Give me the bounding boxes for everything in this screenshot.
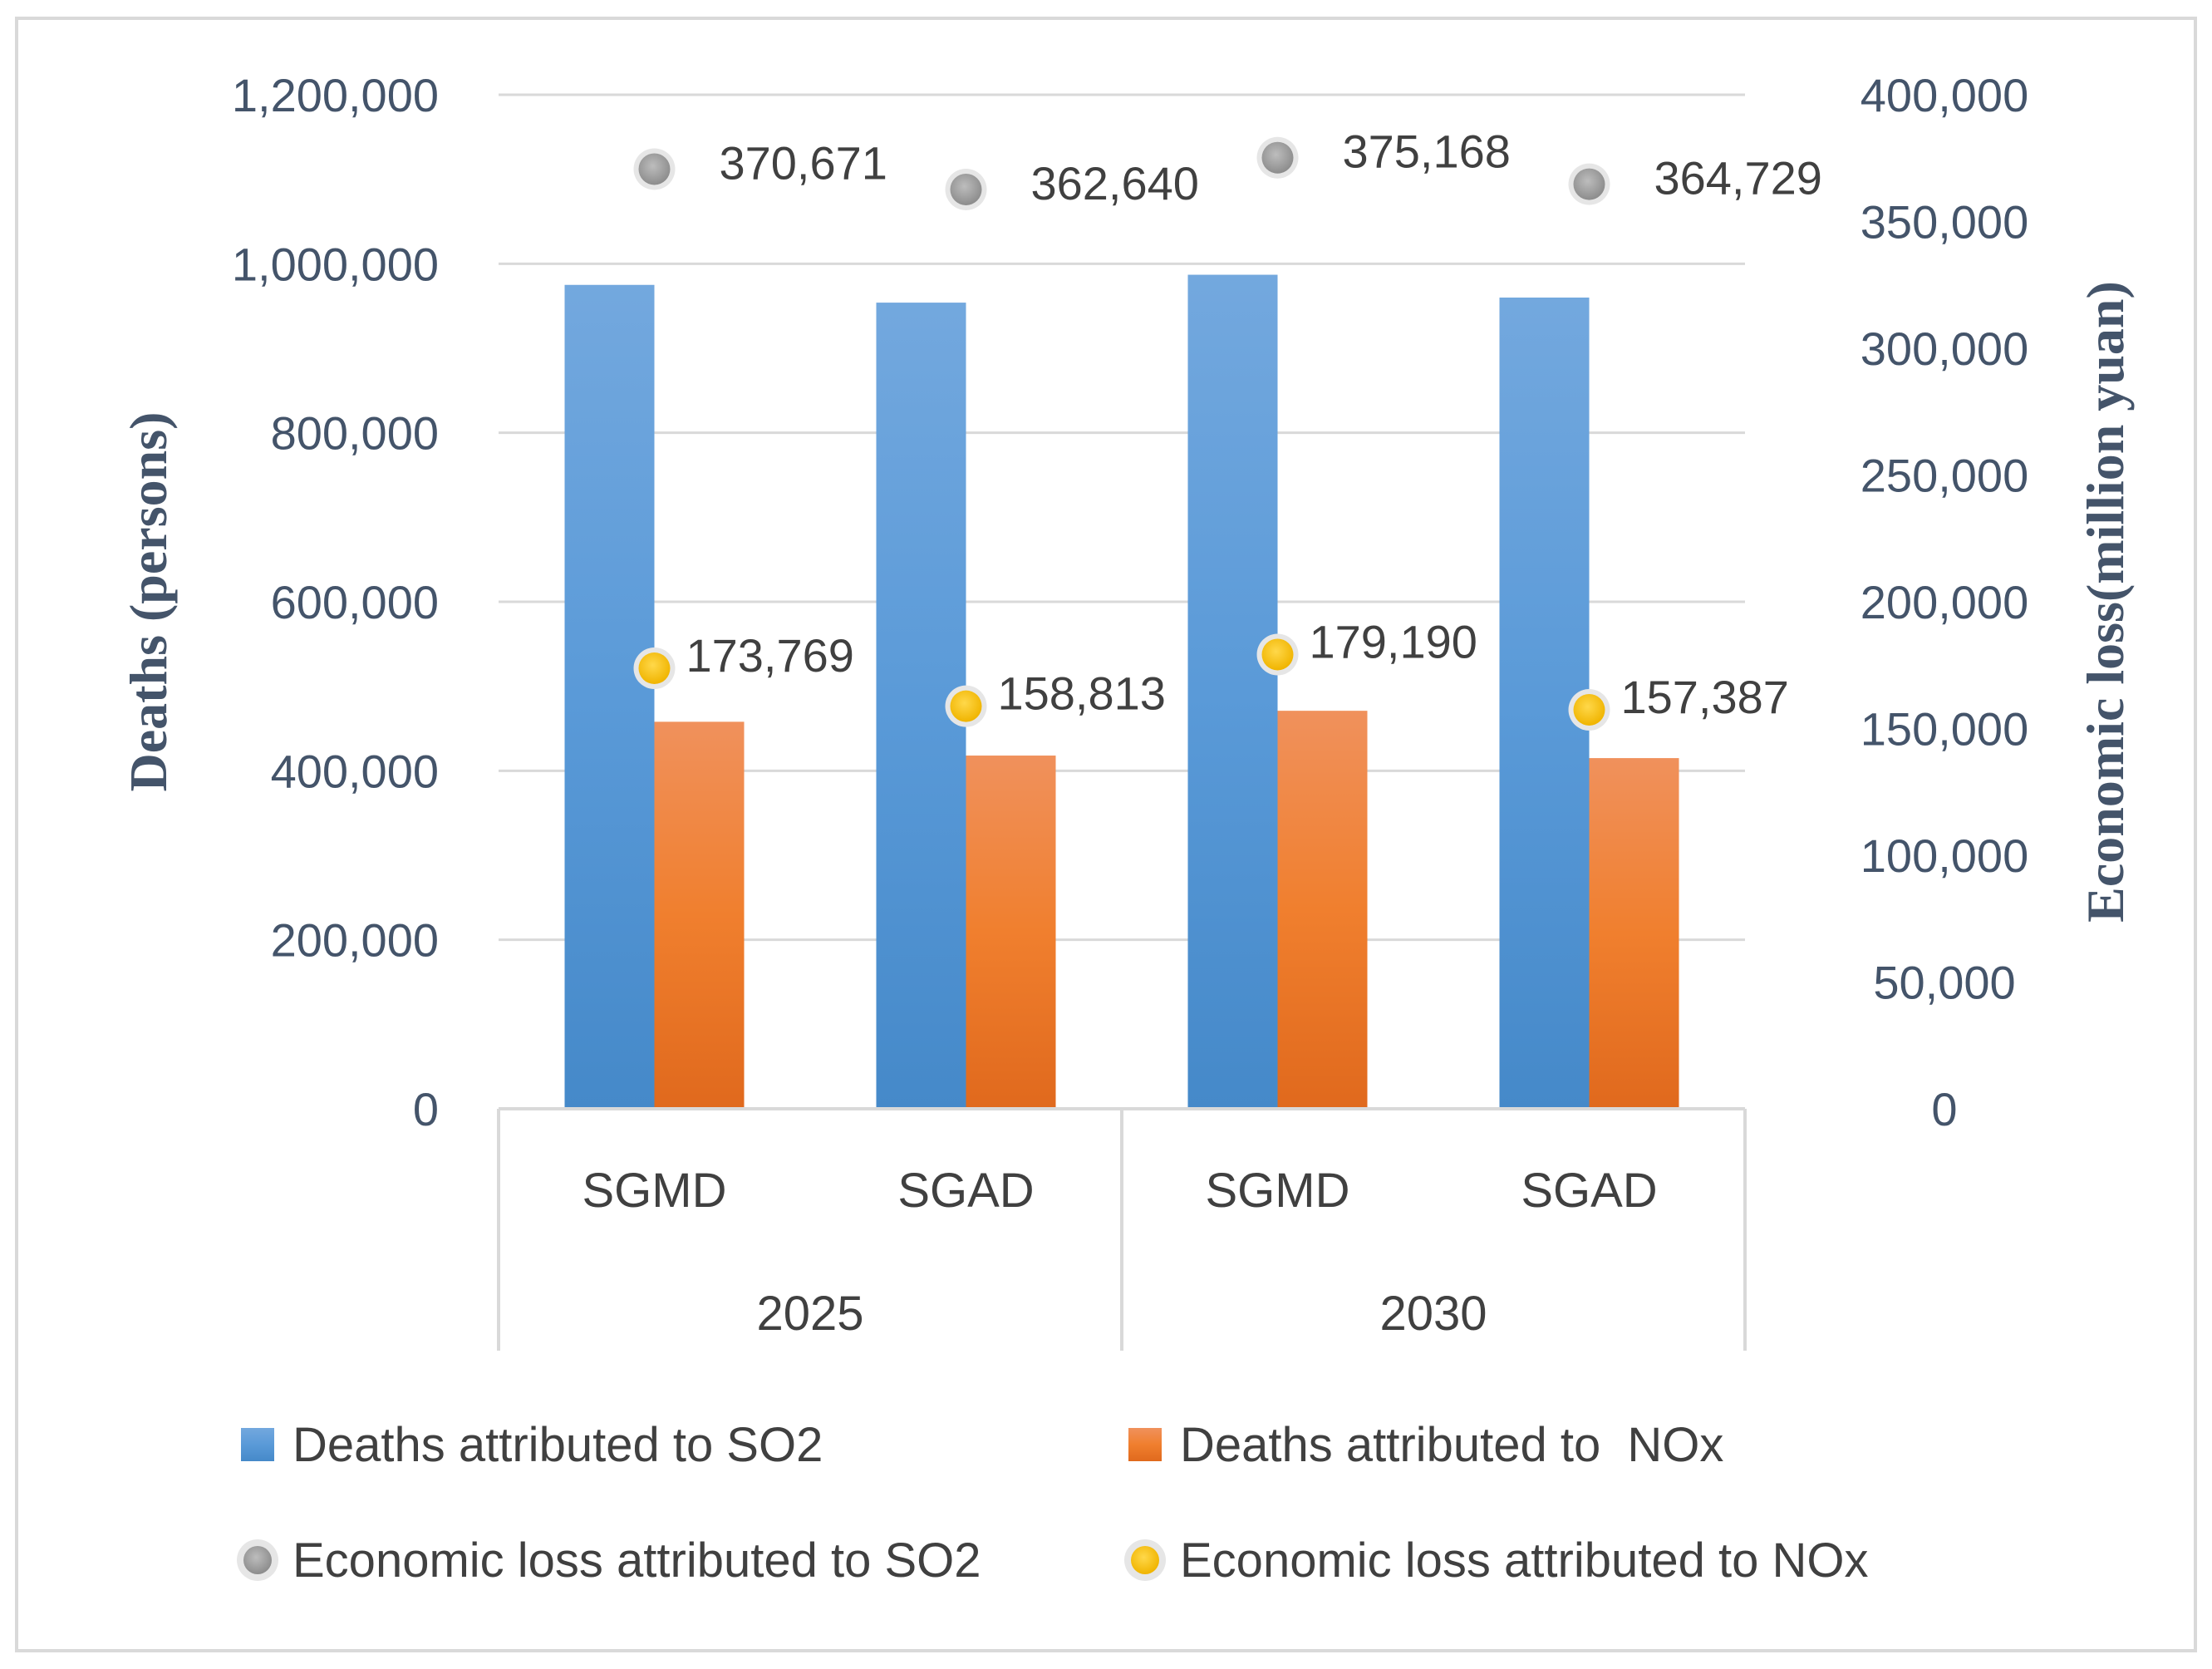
legend-label: Economic loss attributed to SO2 [292, 1534, 981, 1588]
marker-so2-1 [950, 173, 982, 205]
bar-nox-2 [1277, 711, 1368, 1109]
y-tick-label: 600,000 [271, 576, 439, 628]
marker-so2-0 [638, 153, 671, 185]
y2-tick-label: 350,000 [1861, 196, 2028, 249]
marker-nox-1 [950, 690, 982, 722]
legend: Deaths attributed to SO2 Deaths attribute… [237, 1418, 1868, 1588]
y2-axis-title: Economic loss(million yuan) [2076, 281, 2135, 923]
y-tick-label: 200,000 [271, 914, 439, 967]
y-tick-label: 1,000,000 [232, 238, 439, 290]
legend-label: Deaths attributed to NOx [1180, 1418, 1723, 1472]
data-label: 370,671 [720, 136, 887, 189]
y-tick-label: 0 [413, 1083, 439, 1135]
axes: 0 200,000 400,000 600,000 800,000 1,000,000 1,… [119, 69, 2135, 1351]
legend-swatch [1128, 1428, 1162, 1461]
data-label: 157,387 [1621, 671, 1789, 723]
y2-tick-label: 0 [1931, 1083, 1957, 1135]
x-tick-label: SGMD [582, 1164, 727, 1218]
y-tick-label: 1,200,000 [232, 69, 439, 121]
data-label: 158,813 [998, 667, 1166, 720]
y2-tick-label: 300,000 [1861, 322, 2028, 375]
y-tick-label: 400,000 [271, 745, 439, 797]
x-tick-label: SGAD [897, 1164, 1034, 1218]
x-tick-label: SGMD [1206, 1164, 1350, 1218]
bar-nox-1 [966, 756, 1056, 1109]
data-label: 173,769 [686, 629, 854, 682]
marker-nox-3 [1573, 693, 1605, 726]
y-tick-label: 800,000 [271, 407, 439, 460]
data-label: 375,168 [1343, 126, 1511, 178]
y2-tick-label: 100,000 [1861, 830, 2028, 882]
y2-tick-label: 400,000 [1861, 69, 2028, 121]
marker-nox-2 [1261, 638, 1294, 671]
marker-so2-3 [1573, 168, 1605, 200]
bar-so2-0 [564, 284, 655, 1109]
y2-tick-label: 50,000 [1873, 957, 2015, 1009]
data-label: 362,640 [1031, 157, 1199, 209]
data-label: 179,190 [1310, 615, 1477, 667]
markers: 370,671 362,640 375,168 364,729 173,769 158,8… [633, 126, 1822, 731]
data-label: 364,729 [1654, 152, 1822, 204]
x-tick-label: SGAD [1521, 1164, 1657, 1218]
chart-frame [15, 17, 2197, 1652]
y2-tick-label: 250,000 [1861, 450, 2028, 502]
bar-nox-0 [654, 721, 745, 1109]
bar-nox-3 [1589, 758, 1679, 1109]
y2-tick-label: 150,000 [1861, 703, 2028, 756]
legend-label: Deaths attributed to SO2 [292, 1418, 823, 1472]
x-group-label: 2030 [1379, 1287, 1487, 1341]
marker-so2-2 [1261, 141, 1294, 174]
bar-so2-2 [1187, 274, 1278, 1109]
y2-tick-label: 200,000 [1861, 576, 2028, 628]
legend-marker [1131, 1546, 1159, 1574]
legend-label: Economic loss attributed to NOx [1180, 1534, 1868, 1588]
marker-nox-0 [638, 652, 671, 685]
y-axis-title: Deaths (persons) [119, 412, 178, 792]
legend-marker [243, 1546, 272, 1574]
legend-swatch [241, 1428, 274, 1461]
x-group-label: 2025 [756, 1287, 863, 1341]
